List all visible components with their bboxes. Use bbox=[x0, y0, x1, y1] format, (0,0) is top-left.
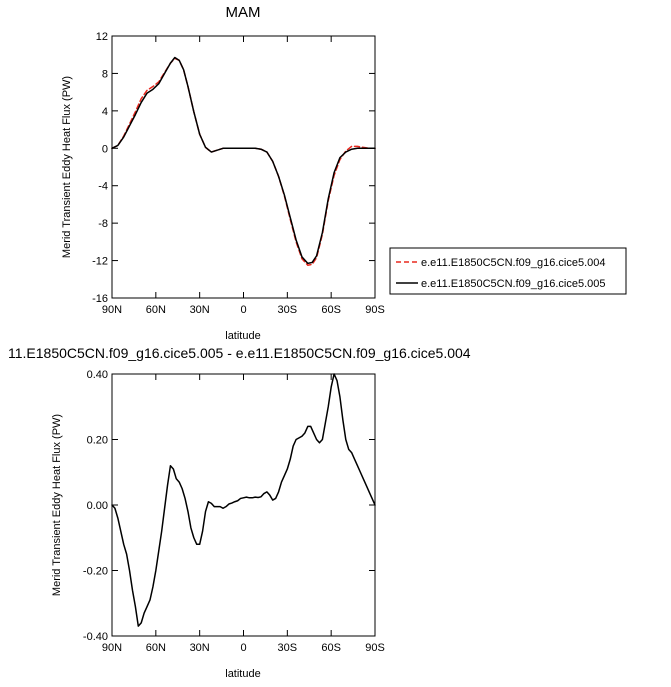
legend-box bbox=[389, 247, 627, 295]
top-y-axis-label: Merid Transient Eddy Heat Flux (PW) bbox=[61, 76, 73, 258]
top-series-line-1 bbox=[111, 56, 376, 265]
bottom-panel: 11.E1850C5CN.f09_g16.cice5.005 - e.e11.E… bbox=[8, 345, 471, 680]
legend-label-004: e.e11.E1850C5CN.f09_g16.cice5.004 bbox=[421, 257, 606, 269]
top-y-tick-label: -16 bbox=[92, 293, 108, 305]
legend: e.e11.E1850C5CN.f09_g16.cice5.004 e.e11.… bbox=[389, 247, 627, 295]
top-x-tick-label: 30S bbox=[278, 304, 298, 316]
top-y-tick-label: -8 bbox=[98, 218, 108, 230]
top-ticks-group: 90N 60N 30N 0 30S 60S 90S 12 8 4 0 -4 -8 -12 -16 bbox=[92, 31, 385, 316]
top-x-tick-label: 30N bbox=[190, 304, 210, 316]
bottom-y-tick-label: 0.40 bbox=[87, 369, 108, 381]
bottom-y-tick-label: -0.20 bbox=[83, 566, 108, 578]
top-x-tick-label: 0 bbox=[240, 304, 246, 316]
top-y-tick-label: 12 bbox=[96, 31, 108, 43]
top-y-tick-label: 8 bbox=[102, 68, 108, 80]
top-x-tick-label: 60N bbox=[146, 304, 166, 316]
top-x-tick-label: 60S bbox=[321, 304, 341, 316]
bottom-x-axis-label: latitude bbox=[225, 668, 260, 680]
bottom-y-axis-label: Merid Transient Eddy Heat Flux (PW) bbox=[51, 414, 63, 596]
bottom-series-group bbox=[111, 373, 376, 627]
legend-label-005: e.e11.E1850C5CN.f09_g16.cice5.005 bbox=[421, 278, 606, 290]
top-x-axis-label: latitude bbox=[225, 330, 260, 342]
bottom-x-tick-label: 60N bbox=[146, 642, 166, 654]
bottom-x-tick-label: 0 bbox=[240, 642, 246, 654]
bottom-x-tick-label: 60S bbox=[321, 642, 341, 654]
bottom-y-tick-label: -0.40 bbox=[83, 631, 108, 643]
bottom-chart-title: 11.E1850C5CN.f09_g16.cice5.005 - e.e11.E… bbox=[8, 345, 471, 361]
top-series-group bbox=[111, 56, 376, 266]
bottom-series-line-0 bbox=[111, 373, 376, 627]
bottom-y-tick-label: 0.20 bbox=[87, 435, 108, 447]
bottom-ticks-group: 90N 60N 30N 0 30S 60S 90S 0.40 0.20 0.00 -0.20 -0.4… bbox=[83, 369, 385, 654]
top-x-tick-label: 90N bbox=[102, 304, 122, 316]
top-y-tick-label: -4 bbox=[98, 181, 108, 193]
bottom-x-tick-label: 30S bbox=[278, 642, 298, 654]
top-x-tick-label: 90S bbox=[365, 304, 385, 316]
top-y-tick-label: 0 bbox=[102, 143, 108, 155]
bottom-x-tick-label: 90S bbox=[365, 642, 385, 654]
top-panel: MAM 90N 60N 30N 0 30S 60S 90S 12 8 4 0 -4 -8 -12 -16 M… bbox=[61, 4, 385, 342]
bottom-x-tick-label: 90N bbox=[102, 642, 122, 654]
top-y-tick-label: 4 bbox=[102, 106, 108, 118]
top-chart-title: MAM bbox=[226, 4, 261, 21]
bottom-y-tick-label: 0.00 bbox=[87, 500, 108, 512]
bottom-x-tick-label: 30N bbox=[190, 642, 210, 654]
top-y-tick-label: -12 bbox=[92, 256, 108, 268]
